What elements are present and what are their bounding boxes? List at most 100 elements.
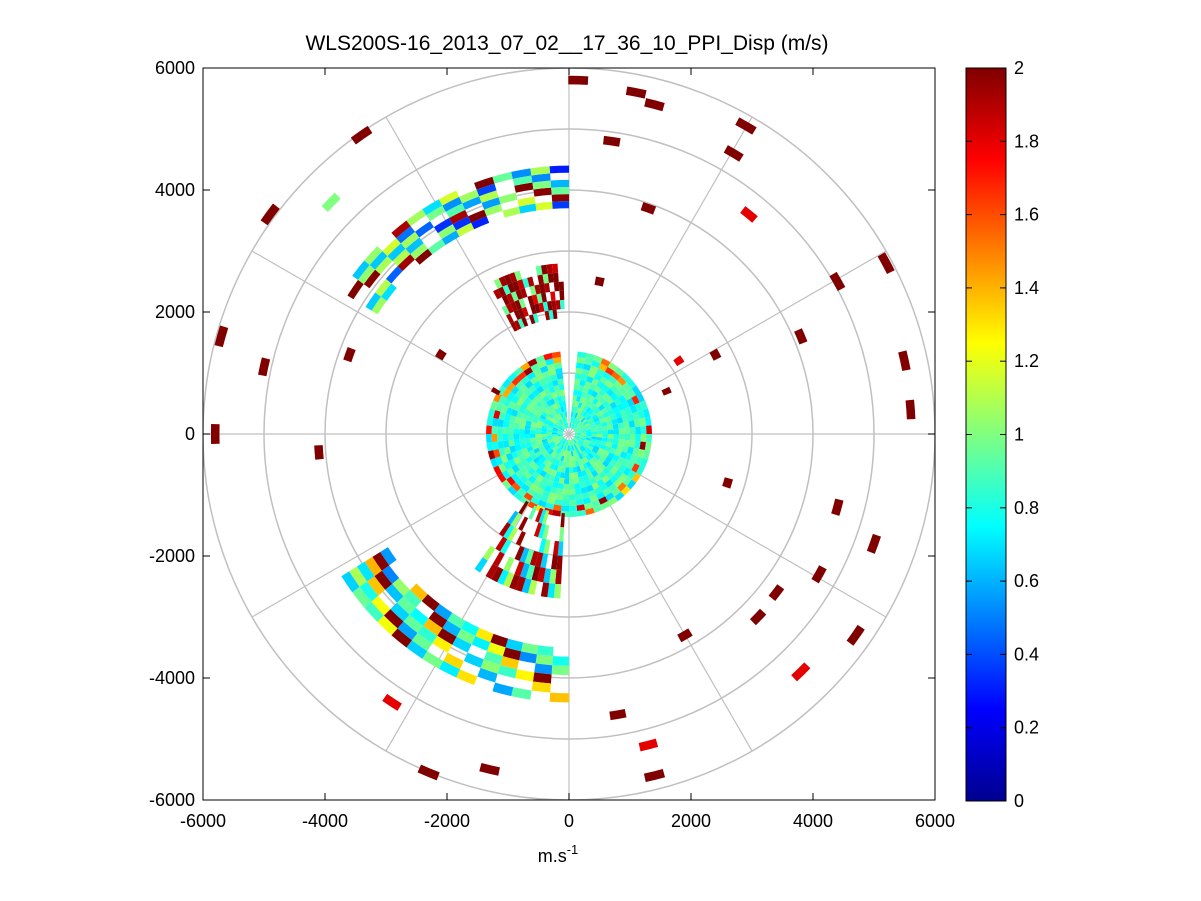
near-field-cell-414 xyxy=(605,404,613,412)
near-field-cell-715 xyxy=(627,469,637,480)
nnw-cluster-cell-62 xyxy=(546,264,553,274)
near-field-cell-79 xyxy=(576,441,582,447)
near-field-cell-56 xyxy=(565,422,568,429)
near-field-cell-475 xyxy=(616,416,624,424)
near-field-cell-265 xyxy=(552,458,558,465)
near-field-cell-664 xyxy=(582,497,592,505)
near-field-cell-44 xyxy=(557,432,563,434)
near-field-cell-440 xyxy=(539,470,547,478)
near-field-cell-534 xyxy=(623,421,630,429)
near-field-cell-695 xyxy=(554,362,563,369)
nnw-cluster-cell-15 xyxy=(538,302,545,313)
near-field-cell-601 xyxy=(609,474,619,484)
near-field-cell-561 xyxy=(513,456,521,465)
near-field-cell-754 xyxy=(577,351,587,359)
near-field-cell-59 xyxy=(571,417,575,423)
sw-arc-cell-25 xyxy=(534,663,553,675)
near-field-cell-268 xyxy=(544,452,551,459)
ssw-cluster-cell-52 xyxy=(485,563,499,580)
near-field-cell-684 xyxy=(498,411,506,421)
scatter-cell-21 xyxy=(479,763,500,776)
near-field-cell-776 xyxy=(614,491,625,502)
scatter-cell-37 xyxy=(722,477,734,489)
nnw-cluster-cell-45 xyxy=(502,284,511,295)
nnw-cluster-cell-18 xyxy=(551,300,557,311)
near-field-cell-318 xyxy=(569,467,574,474)
near-field-cell-396 xyxy=(528,411,536,419)
near-field-cell-769 xyxy=(644,442,652,452)
nnw-cluster-cell-12 xyxy=(521,306,529,317)
nw-arc-cell-43 xyxy=(369,251,388,270)
near-field-cell-547 xyxy=(586,484,594,493)
nw-arc-cell-6 xyxy=(471,216,490,230)
nnw-cluster-cell-57 xyxy=(503,274,513,285)
scatter-cell-41 xyxy=(603,135,621,147)
near-field-cell-6 xyxy=(573,425,578,430)
near-field-cell-591 xyxy=(627,413,635,422)
near-field-cell-237 xyxy=(585,406,592,414)
near-field-cell-469 xyxy=(598,389,607,397)
near-field-cell-93 xyxy=(557,442,563,448)
near-field-cell-621 xyxy=(503,446,511,455)
near-field-cell-276 xyxy=(535,430,542,434)
near-field-cell-660 xyxy=(608,483,618,493)
near-field-cell-399 xyxy=(535,400,543,408)
near-field-cell-233 xyxy=(574,401,580,408)
y-tick-label-4: -2000 xyxy=(149,546,195,566)
near-field-cell-519 xyxy=(546,381,554,389)
near-field-cell-382 xyxy=(542,465,550,473)
nnw-cluster-cell-41 xyxy=(553,281,560,292)
nw-arc-cell-19 xyxy=(484,204,503,217)
near-field-cell-540 xyxy=(617,456,625,465)
near-field-cell-140 xyxy=(575,448,581,455)
y-axis: 6000 4000 2000 0 -2000 -4000 -6000 xyxy=(149,58,935,810)
near-field-cell-292 xyxy=(579,396,585,404)
near-field-cell-190 xyxy=(590,438,597,443)
near-field-cell-68 xyxy=(579,427,586,431)
near-field-cell-512 xyxy=(518,406,526,414)
near-field-cell-406 xyxy=(573,384,580,391)
near-field-cell-679 xyxy=(498,447,506,457)
near-field-cell-442 xyxy=(531,463,540,472)
near-field-cell-375 xyxy=(573,472,579,479)
near-field-cell-152 xyxy=(552,445,558,451)
near-field-cell-5 xyxy=(572,424,577,430)
near-field-cell-461 xyxy=(548,386,556,394)
nw-arc-cell-32 xyxy=(387,243,406,262)
near-field-cell-513 xyxy=(520,401,529,409)
nw-arc-cell-29 xyxy=(551,186,569,195)
near-field-cell-294 xyxy=(585,400,592,407)
nnw-cluster-cell-48 xyxy=(517,279,525,290)
near-field-cell-118 xyxy=(574,412,579,419)
sw-arc-cell-31 xyxy=(409,607,429,626)
near-field-cell-350 xyxy=(581,391,588,399)
near-field-cell-38 xyxy=(558,437,565,441)
near-field-cell-587 xyxy=(614,389,623,399)
near-field-cell-541 xyxy=(613,461,622,470)
sw-arc-cell-60 xyxy=(438,660,461,678)
near-field-cell-738 xyxy=(491,441,499,451)
near-field-cell-554 xyxy=(544,484,552,493)
near-field-cell-651 xyxy=(635,426,641,434)
near-field-cell-604 xyxy=(593,486,603,495)
near-field-cell-607 xyxy=(575,493,583,501)
near-field-cell-577 xyxy=(544,375,552,384)
near-field-cell-244 xyxy=(596,427,603,432)
near-field-cell-798 xyxy=(486,425,492,434)
near-field-cell-792 xyxy=(497,472,507,483)
ssw-cluster-cell-23 xyxy=(540,553,549,569)
near-field-cell-497 xyxy=(541,477,549,485)
scatter-cell-31 xyxy=(260,203,280,226)
near-field-cell-245 xyxy=(596,430,603,434)
scatter-cell-20 xyxy=(643,768,666,783)
sw-arc-cell-66 xyxy=(352,586,372,608)
near-field-cell-574 xyxy=(528,384,537,393)
near-field-cell-781 xyxy=(577,509,587,517)
near-field-cell-635 xyxy=(541,370,551,379)
nw-arc-cell-44 xyxy=(382,238,401,257)
near-field-cell-563 xyxy=(509,445,517,453)
sw-arc-cell-24 xyxy=(551,665,569,675)
near-field-cell-114 xyxy=(563,417,567,423)
near-field-cell-639 xyxy=(582,363,592,371)
near-field-cell-675 xyxy=(510,473,520,483)
